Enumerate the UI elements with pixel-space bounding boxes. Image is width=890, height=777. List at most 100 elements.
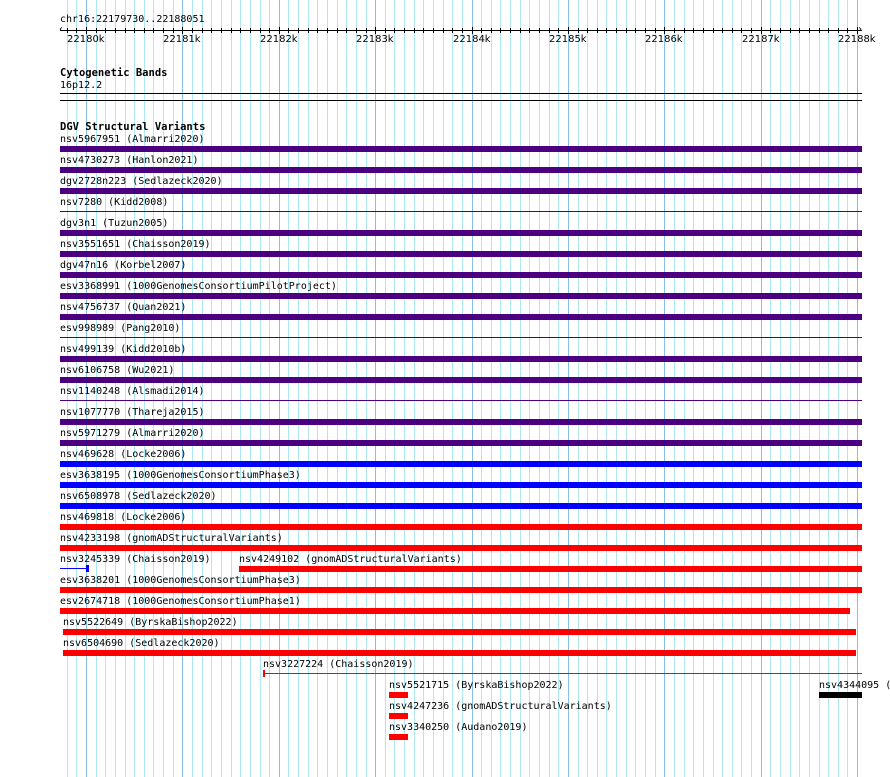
- feature-label[interactable]: nsv4249102 (gnomADStructuralVariants): [239, 554, 462, 565]
- grid-line: [587, 0, 588, 777]
- feature-bar[interactable]: [60, 188, 862, 194]
- feature-bar[interactable]: [60, 356, 862, 362]
- ruler-tick: [288, 28, 289, 33]
- feature-bar[interactable]: [60, 167, 862, 173]
- feature-bar[interactable]: [60, 314, 862, 320]
- feature-bar[interactable]: [263, 673, 862, 674]
- grid-line: [549, 0, 550, 777]
- feature-bar[interactable]: [63, 629, 856, 635]
- grid-line: [231, 0, 232, 777]
- feature-bar[interactable]: [389, 713, 408, 719]
- feature-label[interactable]: dgv3n1 (Tuzun2005): [60, 218, 169, 229]
- feature-label[interactable]: nsv5971279 (Almarri2020): [60, 428, 205, 439]
- feature-label[interactable]: dgv47n16 (Korbel2007): [60, 260, 187, 271]
- scroll-right-arrow-icon[interactable]: ›: [857, 24, 864, 35]
- grid-line: [452, 0, 453, 777]
- feature-label[interactable]: nsv5967951 (Almarri2020): [60, 134, 205, 145]
- feature-bar[interactable]: [60, 251, 862, 257]
- grid-line: [96, 0, 97, 777]
- grid-line: [337, 0, 338, 777]
- feature-label[interactable]: nsv3551651 (Chaisson2019): [60, 239, 211, 250]
- feature-bar[interactable]: [60, 272, 862, 278]
- feature-label[interactable]: esv3368991 (1000GenomesConsortiumPilotPr…: [60, 281, 337, 292]
- feature-label[interactable]: nsv4247236 (gnomADStructuralVariants): [389, 701, 612, 712]
- feature-bar[interactable]: [60, 524, 862, 530]
- feature-bar[interactable]: [60, 230, 862, 236]
- ruler-tick: [366, 28, 367, 33]
- feature-label[interactable]: nsv6504690 (Sedlazeck2020): [63, 638, 220, 649]
- ruler-tick-label: 22181k: [163, 34, 201, 45]
- feature-label[interactable]: nsv6106758 (Wu2021): [60, 365, 175, 376]
- grid-line: [192, 0, 193, 777]
- grid-line: [510, 0, 511, 777]
- grid-line: [269, 0, 270, 777]
- feature-bar[interactable]: [63, 650, 856, 656]
- feature-label[interactable]: nsv1140248 (Alsmadi2014): [60, 386, 205, 397]
- feature-label[interactable]: nsv499139 (Kidd2010b): [60, 344, 187, 355]
- feature-label[interactable]: nsv3227224 (Chaisson2019): [263, 659, 414, 670]
- cytoband-top-line: [60, 93, 862, 94]
- feature-label[interactable]: esv3638195 (1000GenomesConsortiumPhase3): [60, 470, 301, 481]
- feature-bar[interactable]: [389, 692, 408, 698]
- feature-bar[interactable]: [60, 568, 88, 569]
- feature-bar[interactable]: [60, 293, 862, 299]
- grid-line: [741, 0, 742, 777]
- location-label: chr16:22179730..22188051: [60, 14, 205, 25]
- feature-bar[interactable]: [60, 440, 862, 446]
- feature-label[interactable]: nsv3245339 (Chaisson2019): [60, 554, 211, 565]
- feature-bar[interactable]: [60, 482, 862, 488]
- scroll-left-arrow-icon[interactable]: ‹: [58, 24, 65, 35]
- feature-label[interactable]: nsv4344095 (: [819, 680, 890, 691]
- feature-label[interactable]: nsv4233198 (gnomADStructuralVariants): [60, 533, 283, 544]
- feature-label[interactable]: nsv5521715 (ByrskaBishop2022): [389, 680, 564, 691]
- feature-label[interactable]: esv998989 (Pang2010): [60, 323, 181, 334]
- feature-bar[interactable]: [60, 211, 862, 212]
- feature-label[interactable]: nsv3340250 (Audano2019): [389, 722, 528, 733]
- feature-label[interactable]: nsv7280 (Kidd2008): [60, 197, 169, 208]
- ruler-tick: [857, 27, 858, 34]
- grid-line: [635, 0, 636, 777]
- grid-line: [125, 0, 126, 777]
- ruler-tick: [790, 28, 791, 33]
- ruler-tick: [356, 28, 357, 33]
- grid-line: [250, 0, 251, 777]
- feature-bar[interactable]: [60, 461, 862, 467]
- ruler-tick: [799, 28, 800, 33]
- grid-line: [664, 0, 665, 777]
- feature-bar[interactable]: [60, 377, 862, 383]
- ruler-tick: [279, 27, 280, 34]
- feature-bar[interactable]: [389, 734, 408, 740]
- ruler-tick: [86, 27, 87, 34]
- ruler-tick: [510, 28, 511, 33]
- feature-label[interactable]: nsv1077770 (Thareja2015): [60, 407, 205, 418]
- feature-label[interactable]: dgv2728n223 (Sedlazeck2020): [60, 176, 223, 187]
- feature-bar[interactable]: [60, 419, 862, 425]
- feature-bar[interactable]: [60, 337, 862, 338]
- grid-line: [385, 0, 386, 777]
- feature-label[interactable]: nsv4756737 (Quan2021): [60, 302, 187, 313]
- dgv-track-title[interactable]: DGV Structural Variants: [60, 121, 206, 133]
- feature-bar[interactable]: [819, 692, 862, 698]
- ruler-tick: [626, 28, 627, 33]
- feature-bar[interactable]: [60, 503, 862, 509]
- feature-bar[interactable]: [60, 146, 862, 152]
- grid-line: [674, 0, 675, 777]
- feature-bar[interactable]: [239, 566, 862, 572]
- feature-bar[interactable]: [60, 545, 862, 551]
- ruler-tick: [751, 28, 752, 33]
- ruler-tick-label: 22180k: [67, 34, 105, 45]
- cytoband-track-title[interactable]: Cytogenetic Bands: [60, 67, 168, 79]
- feature-bar[interactable]: [60, 587, 862, 593]
- ruler-tick: [298, 28, 299, 33]
- feature-bar[interactable]: [60, 400, 862, 401]
- grid-line: [327, 0, 328, 777]
- feature-label[interactable]: nsv469628 (Locke2006): [60, 449, 187, 460]
- feature-label[interactable]: nsv4730273 (Hanlon2021): [60, 155, 199, 166]
- feature-label[interactable]: nsv469818 (Locke2006): [60, 512, 187, 523]
- ruler-tick: [597, 28, 598, 33]
- feature-label[interactable]: esv2674718 (1000GenomesConsortiumPhase1): [60, 596, 301, 607]
- feature-bar[interactable]: [60, 608, 850, 614]
- feature-label[interactable]: nsv5522649 (ByrskaBishop2022): [63, 617, 238, 628]
- feature-label[interactable]: esv3638201 (1000GenomesConsortiumPhase3): [60, 575, 301, 586]
- feature-label[interactable]: nsv6508978 (Sedlazeck2020): [60, 491, 217, 502]
